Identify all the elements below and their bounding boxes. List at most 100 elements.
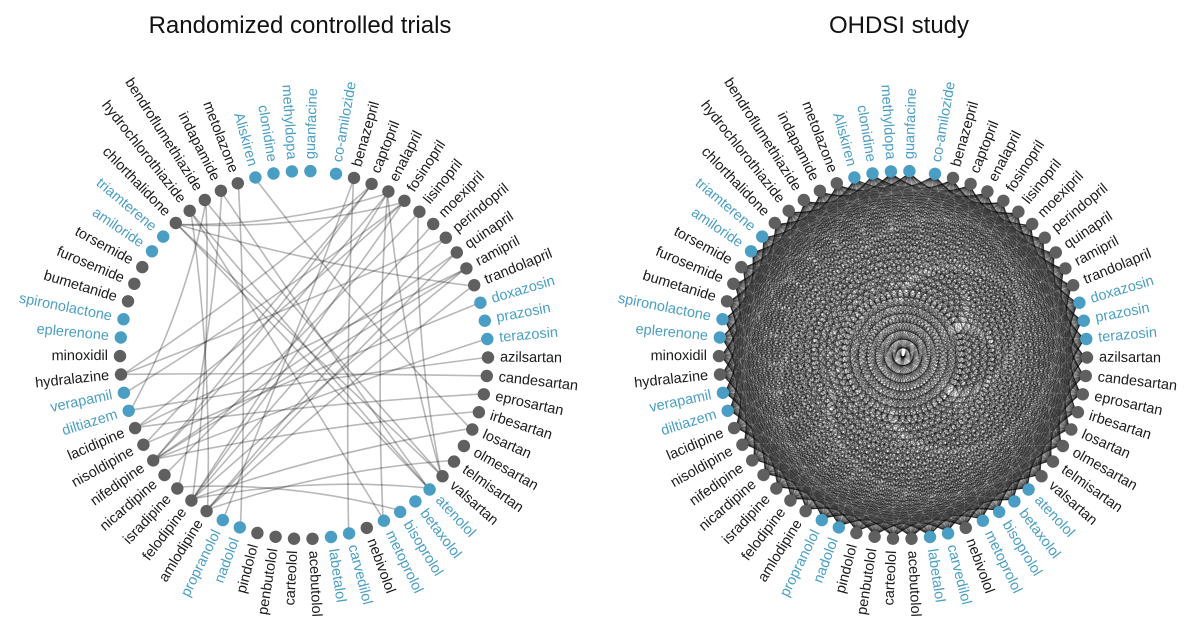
ohdsi-edge	[789, 173, 892, 213]
rct-node-chlorthalidone	[169, 216, 182, 230]
ohdsi-edge	[820, 192, 1070, 429]
ohdsi-edge	[743, 285, 1072, 445]
rct-edge	[130, 356, 487, 411]
ohdsi-edge	[929, 393, 1082, 536]
ohdsi-edge	[735, 252, 757, 428]
ohdsi-edge	[964, 202, 1003, 527]
ohdsi-edge	[735, 426, 766, 474]
ohdsi-edge	[753, 225, 1032, 460]
ohdsi-edge	[743, 267, 1072, 287]
ohdsi-edge	[721, 253, 1055, 339]
ohdsi-node-telmisartan	[1046, 455, 1060, 468]
rct-node-carteolol	[287, 532, 301, 545]
ohdsi-edge	[763, 225, 1031, 241]
ohdsi-edge	[728, 301, 793, 499]
ohdsi-edge	[854, 179, 931, 536]
ohdsi-network-panel: OHDSI study co-amilozide benazepril captop…	[599, 0, 1199, 626]
ohdsi-edge	[743, 238, 1044, 269]
ohdsi-node-guanfacine	[903, 164, 916, 178]
ohdsi-edge	[776, 184, 838, 225]
ohdsi-edge	[806, 213, 1018, 510]
ohdsi-edge	[728, 301, 741, 411]
ohdsi-node-enalapril	[981, 185, 994, 198]
ohdsi-edge	[721, 337, 755, 460]
ohdsi-edge	[729, 409, 1062, 446]
ohdsi-edge	[1050, 375, 1085, 461]
ohdsi-edge	[890, 173, 1077, 412]
ohdsi-edge	[728, 301, 1041, 476]
ohdsi-edge	[856, 253, 1055, 532]
ohdsi-edge	[753, 238, 1044, 460]
rct-label-minoxidil: minoxidil	[52, 348, 109, 364]
ohdsi-edge	[721, 373, 793, 500]
ohdsi-edge	[1038, 269, 1065, 475]
ohdsi-edge	[981, 302, 1078, 520]
ohdsi-edge	[724, 175, 935, 320]
ohdsi-edge	[721, 373, 1062, 446]
ohdsi-edge	[724, 392, 912, 538]
ohdsi-edge	[728, 301, 766, 474]
ohdsi-edge	[969, 185, 1064, 270]
ohdsi-edge	[742, 224, 777, 269]
ohdsi-edge	[986, 193, 1055, 255]
ohdsi-edge	[729, 238, 1044, 411]
ohdsi-edge	[735, 426, 930, 536]
ohdsi-edge	[764, 393, 1081, 475]
ohdsi-edge	[765, 473, 840, 526]
ohdsi-edge	[820, 192, 1078, 304]
ohdsi-edge	[720, 355, 1070, 430]
ohdsi-edge	[789, 212, 1014, 501]
ohdsi-edge	[1016, 213, 1062, 446]
ohdsi-edge	[837, 185, 983, 520]
ohdsi-edge	[724, 392, 858, 532]
ohdsi-node-doxazosin	[1073, 296, 1086, 309]
ohdsi-edge	[743, 173, 892, 444]
ohdsi-edge	[1042, 238, 1077, 412]
ohdsi-edge	[874, 213, 1018, 535]
ohdsi-edge	[1026, 253, 1055, 489]
ohdsi-edge	[728, 301, 1081, 395]
ohdsi-edge	[837, 175, 935, 192]
ohdsi-edge	[789, 212, 966, 527]
ohdsi-edge	[997, 225, 1032, 511]
ohdsi-edge	[763, 237, 983, 520]
ohdsi-edge	[763, 237, 793, 499]
ohdsi-edge	[874, 185, 971, 535]
ohdsi-edge	[728, 301, 1082, 322]
ohdsi-edge	[724, 319, 736, 393]
ohdsi-edge	[789, 211, 1072, 287]
ohdsi-edge	[854, 179, 966, 527]
ohdsi-edge	[804, 201, 999, 511]
rct-edge	[207, 285, 473, 510]
ohdsi-edge	[752, 252, 1028, 489]
ohdsi-edge	[890, 173, 1031, 226]
ohdsi-edge	[742, 179, 856, 269]
ohdsi-edge	[724, 175, 874, 320]
ohdsi-edge	[872, 175, 1077, 412]
ohdsi-edge	[839, 193, 987, 526]
ohdsi-edge	[734, 284, 966, 527]
ohdsi-edge	[724, 392, 808, 510]
ohdsi-edge	[763, 237, 774, 474]
ohdsi-edge	[806, 185, 971, 510]
ohdsi-edge	[837, 185, 894, 537]
rct-node-enalapril	[382, 185, 395, 198]
ohdsi-edge	[890, 173, 1044, 240]
ohdsi-edge	[776, 192, 822, 225]
ohdsi-edge	[822, 460, 1052, 519]
rct-node-felodipine	[185, 494, 198, 507]
ohdsi-panel-title: OHDSI study	[828, 12, 970, 39]
ohdsi-edge	[854, 179, 1014, 501]
ohdsi-edge	[806, 192, 822, 510]
ohdsi-edge	[964, 460, 1052, 527]
ohdsi-edge	[981, 444, 1062, 520]
ohdsi-edge	[908, 173, 931, 536]
ohdsi-edge	[822, 202, 1003, 519]
ohdsi-edge	[910, 225, 1032, 537]
ohdsi-edge	[742, 267, 948, 532]
ohdsi-edge	[892, 515, 983, 538]
ohdsi-edge	[720, 237, 765, 357]
ohdsi-edge	[752, 212, 1018, 253]
ohdsi-edge	[721, 268, 1064, 375]
ohdsi-edge	[837, 184, 1085, 377]
